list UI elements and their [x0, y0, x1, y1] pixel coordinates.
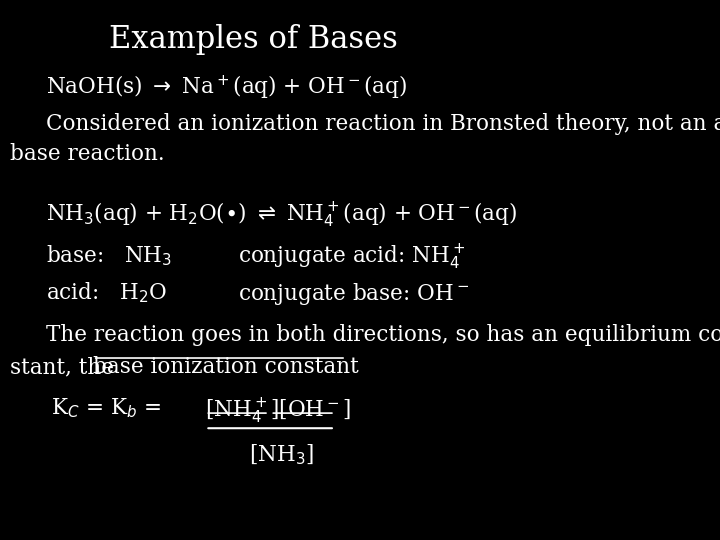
Text: acid:   H$_2$O: acid: H$_2$O: [45, 281, 166, 306]
Text: [NH$_3$]: [NH$_3$]: [248, 443, 313, 467]
Text: conjugate base: OH$^-$: conjugate base: OH$^-$: [238, 281, 469, 307]
Text: base ionization constant: base ionization constant: [93, 356, 359, 379]
Text: K$_C$ = K$_b$ =: K$_C$ = K$_b$ =: [50, 397, 161, 421]
Text: conjugate acid: NH$_4^+$: conjugate acid: NH$_4^+$: [238, 243, 466, 272]
Text: [NH$_4^+$][OH$^-$]: [NH$_4^+$][OH$^-$]: [205, 397, 351, 426]
Text: Considered an ionization reaction in Bronsted theory, not an acid-: Considered an ionization reaction in Bro…: [45, 113, 720, 136]
Text: base:   NH$_3$: base: NH$_3$: [45, 243, 172, 268]
Text: base reaction.: base reaction.: [10, 143, 165, 165]
Text: The reaction goes in both directions, so has an equilibrium con-: The reaction goes in both directions, so…: [45, 324, 720, 346]
Text: NH$_3$(aq) + H$_2$O($\bullet$) $\rightleftharpoons$ NH$_4^+$(aq) + OH$^-$(aq): NH$_3$(aq) + H$_2$O($\bullet$) $\rightle…: [45, 200, 517, 228]
Text: NaOH(s) $\rightarrow$ Na$^+$(aq) + OH$^-$(aq): NaOH(s) $\rightarrow$ Na$^+$(aq) + OH$^-…: [45, 73, 407, 100]
Text: Examples of Bases: Examples of Bases: [109, 24, 398, 55]
Text: stant, the: stant, the: [10, 356, 121, 379]
